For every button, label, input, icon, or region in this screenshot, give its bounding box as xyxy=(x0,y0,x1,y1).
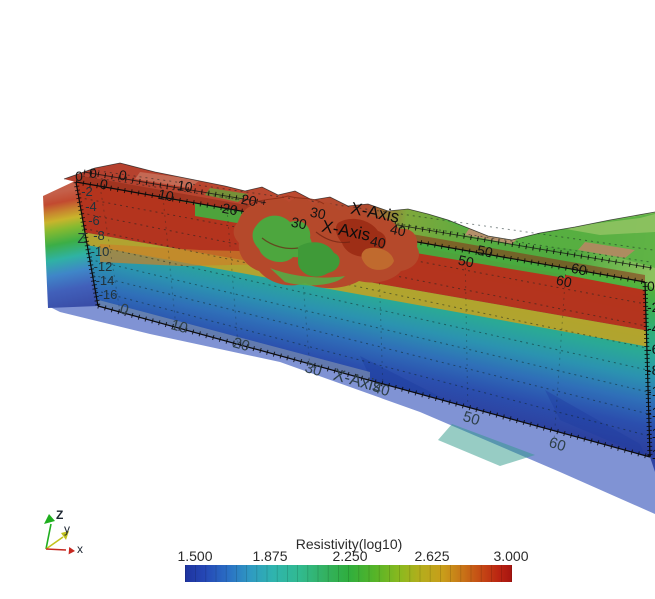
z-tick-label: -16 xyxy=(647,446,655,462)
x-tick-label: 10 xyxy=(157,186,176,205)
y-axis-widget-label: y xyxy=(64,522,70,536)
colorbar-tick-label: 2.250 xyxy=(332,548,367,564)
x-tick-label: 50 xyxy=(457,252,476,271)
z-tick-label: -14 xyxy=(647,425,655,441)
x-tick-label: 10 xyxy=(169,316,190,337)
x-tick-label: 60 xyxy=(555,272,574,291)
x-tick-label: 30 xyxy=(309,204,328,223)
blob-crevice xyxy=(261,237,299,250)
z-tick-label: -2 xyxy=(647,299,655,315)
colorbar-tick-label: 2.625 xyxy=(414,548,449,564)
blob-green-lip xyxy=(270,268,345,286)
blob-green-fold xyxy=(252,215,312,263)
x-tick-label: 20 xyxy=(221,200,240,219)
z-axis-widget-label: Z xyxy=(56,508,63,522)
x-axis-labels-upper: 0 10 20 30 40 50 60 X-Axis xyxy=(118,167,589,279)
top-highlight-green xyxy=(560,214,655,235)
colorbar-tick-label: 1.500 xyxy=(177,548,212,564)
volume-left-cap xyxy=(43,181,98,308)
blob-red-ridge xyxy=(335,218,387,257)
z-arrowhead-icon xyxy=(44,514,55,524)
x-tick-label: 60 xyxy=(547,434,568,455)
z-tick-label: -8 xyxy=(93,228,105,243)
x-tick-label: 10 xyxy=(176,177,194,195)
z-tick-label: -6 xyxy=(88,213,100,228)
front-deepblue-patch2 xyxy=(545,390,645,456)
x-tick-label: 0 xyxy=(99,175,110,192)
blob-orange xyxy=(361,247,394,270)
x-arrow xyxy=(45,548,67,551)
blob-green-fold2 xyxy=(298,242,340,277)
x-arrowhead-icon xyxy=(68,547,75,555)
x-tick-label: 40 xyxy=(371,379,392,400)
x-tick-label: 50 xyxy=(476,242,495,261)
x-axis-widget-label: x xyxy=(77,542,83,556)
y-arrowhead-icon xyxy=(61,531,69,540)
x-tick-label: 60 xyxy=(570,260,589,279)
z-axis-labels-left: -2 -4 -6 -8 -10 -12 -14 -16 Z xyxy=(77,184,117,302)
skirt-patch-teal xyxy=(438,424,535,466)
top-patch-pink3 xyxy=(578,242,635,258)
blob-crevice2 xyxy=(315,231,351,244)
z-axis-title: Z xyxy=(77,230,86,247)
colorbar-legend: Resistivity(log10) 1.500 1.875 2.250 2.6… xyxy=(177,536,529,582)
z-tick-label: -14 xyxy=(96,273,115,288)
z-tick-label: -8 xyxy=(647,362,655,378)
z-tick-label: -10 xyxy=(647,383,655,399)
top-silhouette-line xyxy=(63,162,655,241)
origin-zero-label: 0 xyxy=(89,165,97,181)
x-tick-label: 40 xyxy=(389,221,408,240)
z-tick-label: -6 xyxy=(647,341,655,357)
x-tick-label: 0 xyxy=(118,167,129,184)
corner-origin-labels: 0 0 xyxy=(75,165,97,184)
colorbar-tick-label: 1.875 xyxy=(252,548,287,564)
origin-zero-label: 0 xyxy=(75,168,83,184)
y-arrow xyxy=(45,536,64,550)
x-axis-labels-lower: 0 10 20 30 40 50 60 X-Axis xyxy=(99,175,574,290)
z-tick-label: -4 xyxy=(647,320,655,336)
z-tick-label: -4 xyxy=(85,199,97,214)
z-tick-label: -12 xyxy=(647,404,655,420)
z-tick-label: -10 xyxy=(91,244,110,259)
z-tick-label: -2 xyxy=(81,184,93,199)
top-patch-pink xyxy=(135,172,200,188)
colorbar-tick-label: 3.000 xyxy=(493,548,528,564)
z-tick-label: -12 xyxy=(94,259,113,274)
x-tick-label: 50 xyxy=(461,408,482,429)
colorbar-gradient-bar xyxy=(185,565,512,582)
isosurface-blob[interactable] xyxy=(233,195,420,289)
blob-top-wrinkle xyxy=(245,195,325,207)
x-tick-label: 30 xyxy=(290,214,309,233)
top-patch-green xyxy=(205,188,248,202)
x-tick-label: 40 xyxy=(369,233,388,252)
colorbar-title: Resistivity(log10) xyxy=(296,536,403,552)
orientation-axes-widget: Z y x xyxy=(44,508,83,556)
x-tick-label: 30 xyxy=(303,359,324,380)
z-arrow xyxy=(45,523,52,550)
x-tick-label: 20 xyxy=(231,334,252,355)
z-tick-label: 0 xyxy=(647,278,655,294)
volume-right-cap xyxy=(645,282,655,472)
z-tick-label: -16 xyxy=(99,287,118,302)
x-tick-label: 20 xyxy=(240,191,258,209)
z-axis-labels-right: 0 -2 -4 -6 -8 -10 -12 -14 -16 xyxy=(647,278,655,462)
